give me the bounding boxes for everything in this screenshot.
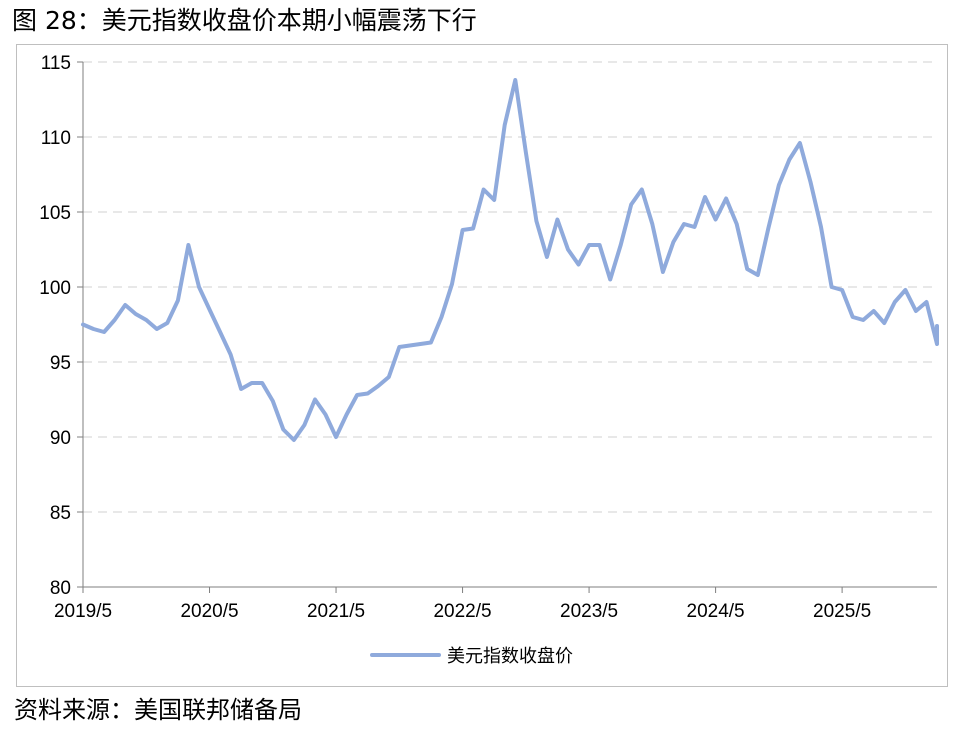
y-tick-label: 110	[41, 128, 71, 149]
y-tick-label: 95	[50, 353, 71, 374]
legend: 美元指数收盘价	[370, 646, 573, 667]
grid-lines	[83, 61, 937, 513]
chart-frame: 80 85 90 95 100 105 110 115 2019/5 2020/5 2021/5 2…	[16, 44, 948, 687]
y-tick-label: 105	[39, 203, 71, 224]
legend-label: 美元指数收盘价	[447, 646, 573, 667]
y-tick-label: 85	[50, 503, 71, 524]
source-note: 资料来源：美国联邦储备局	[14, 696, 302, 724]
figure-title: 图 28：美元指数收盘价本期小幅震荡下行	[12, 6, 477, 35]
axes	[82, 62, 937, 588]
series-layer	[81, 78, 939, 442]
series-line	[81, 78, 939, 442]
x-tick-label: 2023/5	[560, 601, 618, 622]
x-tick-label: 2022/5	[433, 601, 491, 622]
y-tick-label: 80	[50, 578, 71, 599]
y-axis-ticks: 80 85 90 95 100 105 110 115	[39, 53, 83, 599]
x-tick-label: 2025/5	[813, 601, 871, 622]
x-tick-label: 2024/5	[687, 601, 745, 622]
x-axis-ticks: 2019/5 2020/5 2021/5 2022/5 2023/5 2024/5 2025…	[54, 587, 871, 622]
x-tick-label: 2019/5	[54, 601, 112, 622]
y-tick-label: 100	[39, 278, 71, 299]
y-tick-label: 90	[50, 428, 71, 449]
y-tick-label: 115	[41, 53, 71, 74]
x-tick-label: 2021/5	[307, 601, 365, 622]
x-tick-label: 2020/5	[180, 601, 238, 622]
